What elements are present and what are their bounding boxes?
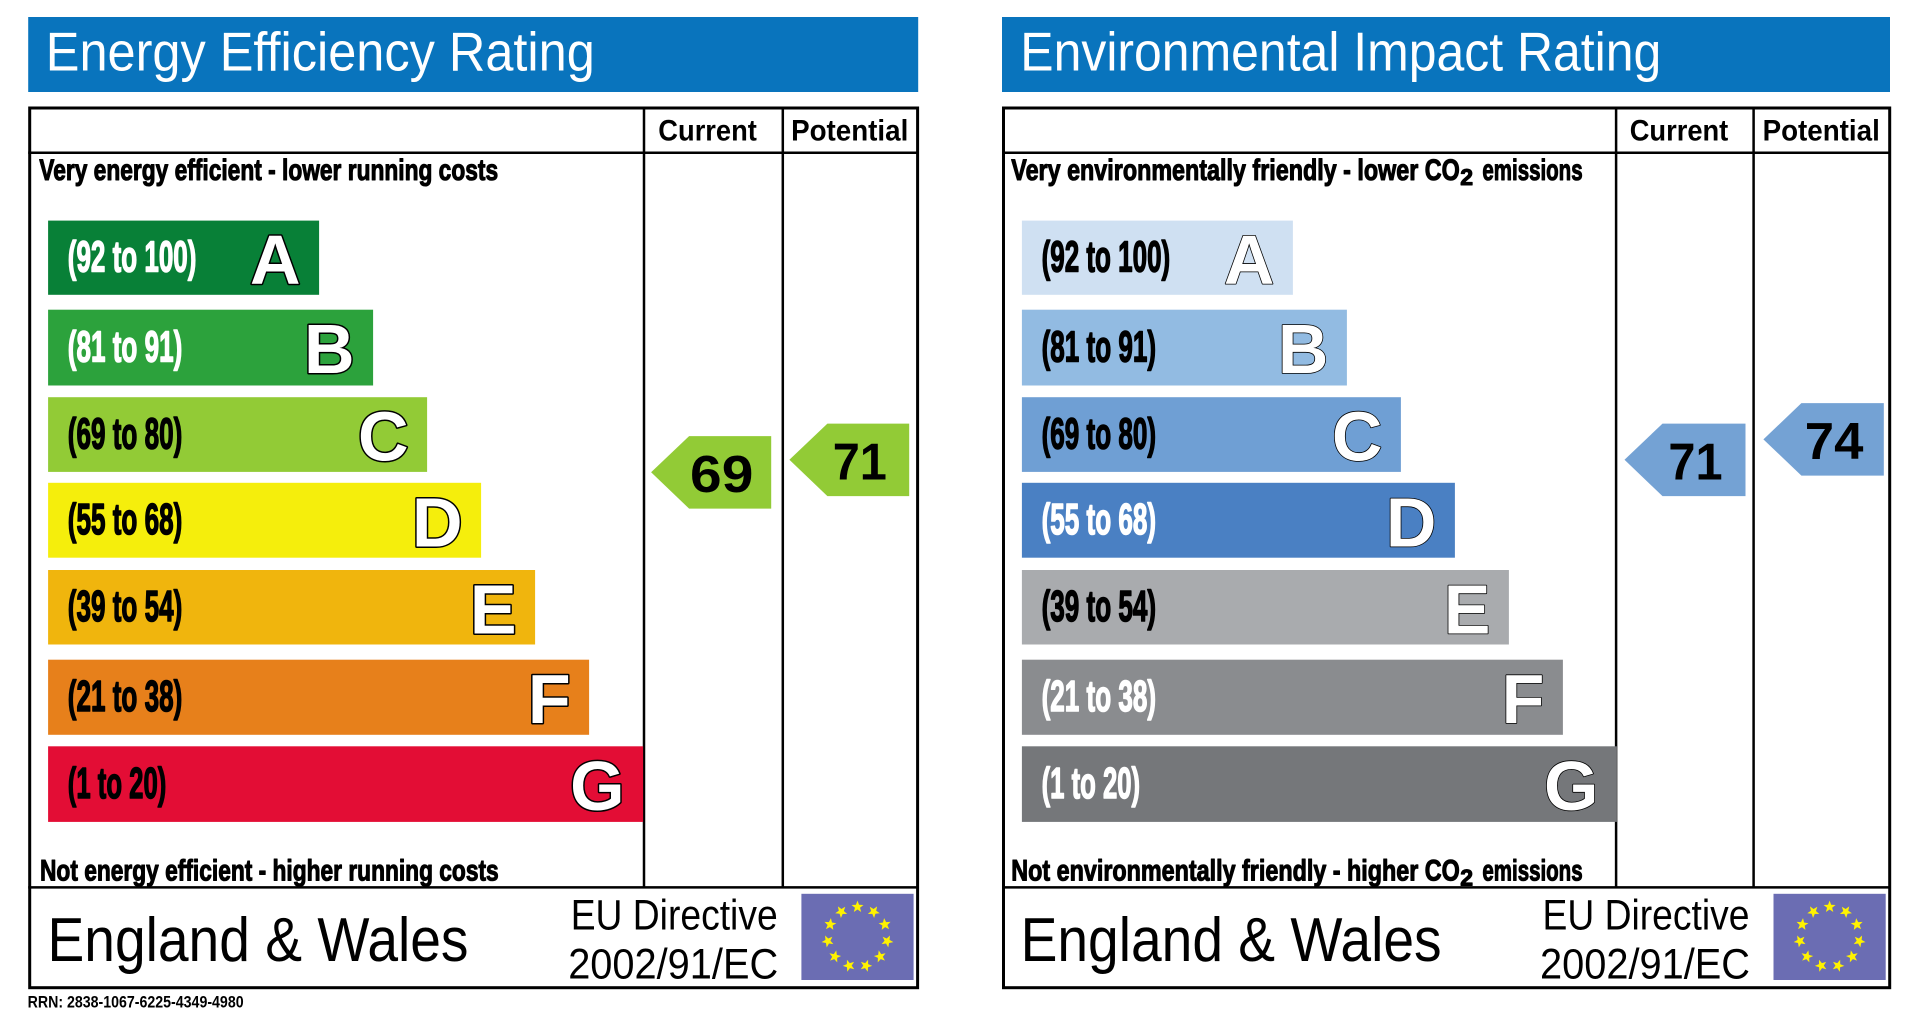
svg-text:(92 to 100): (92 to 100) — [1042, 234, 1171, 282]
svg-text:Very environmentally friendly: Very environmentally friendly - lower CO — [1011, 154, 1460, 187]
svg-text:F: F — [528, 660, 571, 738]
svg-text:England & Wales: England & Wales — [48, 906, 469, 975]
svg-text:71: 71 — [1668, 433, 1722, 491]
svg-text:Very energy efficient - lower: Very energy efficient - lower running co… — [39, 154, 498, 187]
svg-text:(21 to 38): (21 to 38) — [1042, 673, 1157, 721]
svg-text:D: D — [1386, 483, 1437, 561]
svg-text:E: E — [470, 571, 517, 649]
svg-text:D: D — [412, 483, 463, 561]
svg-text:(55 to 68): (55 to 68) — [1042, 496, 1157, 544]
svg-text:2002/91/EC: 2002/91/EC — [568, 942, 778, 989]
svg-text:2: 2 — [1460, 164, 1473, 190]
svg-text:Potential: Potential — [791, 115, 908, 148]
svg-text:(39 to 54): (39 to 54) — [68, 583, 183, 631]
svg-text:A: A — [1224, 221, 1275, 299]
svg-text:F: F — [1502, 660, 1545, 738]
svg-text:(81 to 91): (81 to 91) — [68, 324, 183, 372]
svg-text:RRN: 2838-1067-6225-4349-4980: RRN: 2838-1067-6225-4349-4980 — [28, 993, 244, 1012]
svg-text:C: C — [358, 398, 409, 476]
svg-text:A: A — [250, 221, 301, 299]
svg-text:G: G — [570, 747, 624, 825]
svg-text:(69 to 80): (69 to 80) — [68, 411, 183, 459]
svg-text:69: 69 — [690, 446, 753, 504]
svg-text:E: E — [1444, 571, 1491, 649]
svg-text:Not energy efficient - higher: Not energy efficient - higher running co… — [40, 854, 499, 887]
svg-text:Potential: Potential — [1763, 115, 1880, 148]
svg-text:71: 71 — [833, 433, 887, 491]
svg-text:(21 to 38): (21 to 38) — [68, 673, 183, 721]
svg-text:emissions: emissions — [1482, 854, 1582, 887]
svg-text:emissions: emissions — [1482, 154, 1582, 187]
svg-text:England & Wales: England & Wales — [1021, 906, 1442, 975]
svg-text:B: B — [304, 310, 355, 388]
svg-text:2002/91/EC: 2002/91/EC — [1540, 942, 1750, 989]
svg-text:Energy Efficiency Rating: Energy Efficiency Rating — [46, 22, 595, 83]
svg-text:B: B — [1278, 310, 1329, 388]
svg-text:2: 2 — [1460, 864, 1473, 890]
svg-text:EU Directive: EU Directive — [571, 892, 778, 939]
svg-text:(92 to 100): (92 to 100) — [68, 234, 197, 282]
svg-text:(81 to 91): (81 to 91) — [1042, 324, 1157, 372]
svg-text:C: C — [1332, 398, 1383, 476]
svg-text:(1 to 20): (1 to 20) — [68, 760, 167, 808]
svg-text:Environmental Impact Rating: Environmental Impact Rating — [1020, 22, 1661, 83]
svg-text:Current: Current — [658, 115, 757, 148]
svg-text:(69 to 80): (69 to 80) — [1042, 411, 1157, 459]
svg-text:Not environmentally friendly -: Not environmentally friendly - higher CO — [1011, 854, 1460, 887]
svg-text:(39 to 54): (39 to 54) — [1042, 583, 1157, 631]
svg-text:(55 to 68): (55 to 68) — [68, 496, 183, 544]
svg-text:(1 to 20): (1 to 20) — [1042, 760, 1141, 808]
svg-text:EU Directive: EU Directive — [1543, 892, 1750, 939]
svg-text:G: G — [1544, 747, 1598, 825]
svg-text:74: 74 — [1805, 413, 1864, 471]
svg-text:Current: Current — [1630, 115, 1729, 148]
